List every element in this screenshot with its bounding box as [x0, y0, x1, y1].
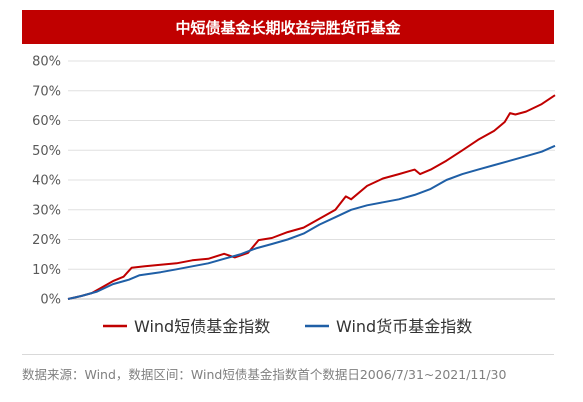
y-tick-label: 80% [32, 55, 61, 70]
y-tick-label: 70% [32, 84, 61, 99]
series-line-short-bond-fund [67, 94, 556, 300]
chart-title: 中短债基金长期收益完胜货币基金 [22, 10, 554, 44]
y-tick-label: 60% [32, 114, 61, 129]
y-axis-tick-labels: 0% 10% 20% 30% 40% 50% 60% 70% 80% [32, 55, 61, 308]
y-tick-label: 40% [32, 174, 61, 189]
y-tick-label: 50% [32, 144, 61, 159]
y-tick-label: 0% [40, 293, 61, 308]
series-line-money-fund [67, 144, 556, 300]
source-note: 数据来源：Wind，数据区间：Wind短债基金指数首个数据日2006/7/31~… [22, 367, 507, 382]
series-lines [67, 94, 556, 300]
y-tick-label: 20% [32, 233, 61, 248]
legend-label: Wind货币基金指数 [336, 317, 472, 336]
divider [22, 354, 554, 355]
y-tick-label: 10% [32, 263, 61, 278]
grid-lines [68, 60, 555, 300]
legend-label: Wind短债基金指数 [134, 317, 270, 336]
legend: Wind短债基金指数 Wind货币基金指数 [103, 317, 472, 336]
line-chart: 0%10%20%30%40%50%60%70%80% Wind短债基金指数 Win… [32, 55, 556, 336]
y-tick-label: 30% [32, 203, 61, 218]
